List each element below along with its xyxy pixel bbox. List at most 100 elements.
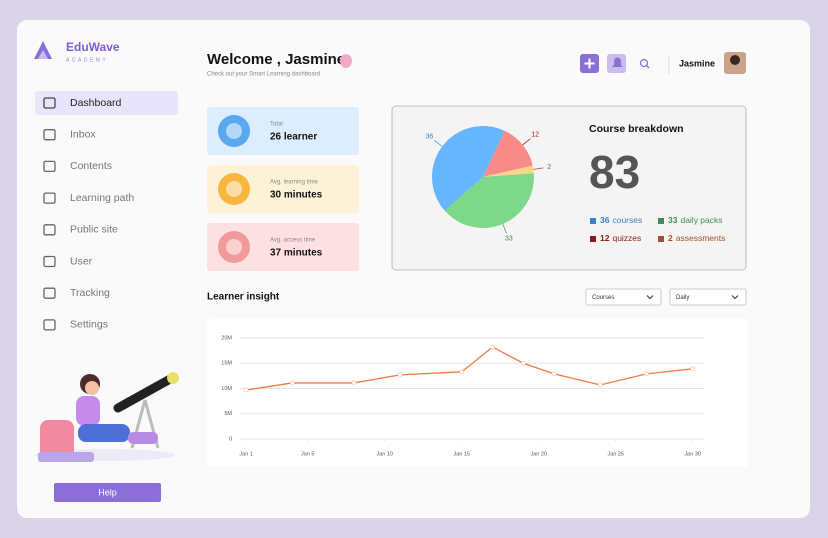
nav-item[interactable]: User xyxy=(70,255,93,267)
legend-swatch xyxy=(658,236,664,242)
x-tick-label: Jan 20 xyxy=(530,451,547,457)
stat-value: 30 minutes xyxy=(270,190,323,201)
insight-title: Learner insight xyxy=(207,292,280,303)
stat-card xyxy=(207,165,359,213)
nav: Dashboard Inbox Contents Learning path Publi… xyxy=(35,91,178,331)
illustration xyxy=(35,372,179,462)
breakdown-title: Course breakdown xyxy=(589,123,684,135)
nav-icon xyxy=(43,287,56,299)
nav-icon xyxy=(43,129,56,141)
nav-item[interactable]: Public site xyxy=(70,224,118,236)
stats: Total 26 learner Avg. learning time 30 minu… xyxy=(207,107,359,271)
stat-icon xyxy=(226,239,242,255)
nav-icon xyxy=(43,192,56,204)
brand-name: EduWave xyxy=(66,40,120,54)
chevron xyxy=(731,295,739,300)
slice-label: 2 xyxy=(547,164,551,171)
x-tick-label: Jan 15 xyxy=(453,451,470,457)
data-point xyxy=(289,380,295,386)
avatar-face xyxy=(730,55,740,65)
stat-card xyxy=(207,107,359,155)
logo-inner xyxy=(38,50,48,59)
nav-item[interactable]: Learning path xyxy=(70,192,134,204)
legend-swatch xyxy=(658,218,664,224)
slice-label: 12 xyxy=(531,132,539,139)
x-tick-label: Jan 5 xyxy=(301,451,314,457)
line-panel xyxy=(207,319,748,467)
stat-card xyxy=(207,223,359,271)
legend-swatch xyxy=(590,236,596,242)
legend-count: 36 xyxy=(600,215,610,225)
pie-slice xyxy=(432,126,505,211)
y-tick-label: 15M xyxy=(221,361,232,367)
legend-entry: 2 assessments xyxy=(668,233,725,243)
data-point xyxy=(644,371,649,377)
nav-item[interactable]: Tracking xyxy=(70,287,110,299)
nav-icon xyxy=(43,319,56,331)
legend-swatch xyxy=(590,218,596,224)
x-tick-label: Jan 1 xyxy=(239,451,252,457)
legend-entry: 33 daily packs xyxy=(668,215,723,225)
x-tick-label: Jan 25 xyxy=(607,451,624,457)
nav-item[interactable]: Dashboard xyxy=(70,97,122,109)
legend-count: 12 xyxy=(600,233,610,243)
legend-count: 33 xyxy=(668,215,678,225)
search-icon-handle xyxy=(646,65,650,69)
nav-icon xyxy=(43,97,56,109)
data-point xyxy=(397,372,403,378)
brand-tagline: ACADEMY xyxy=(66,57,108,63)
bell-icon xyxy=(612,57,623,67)
leader-line xyxy=(434,140,443,147)
stat-label: Avg. learning time xyxy=(270,180,319,186)
pie-slice xyxy=(444,173,534,229)
stat-icon xyxy=(226,181,242,197)
y-tick-label: 0 xyxy=(229,436,232,442)
chevron xyxy=(646,295,654,300)
nav-item[interactable]: Contents xyxy=(70,160,112,172)
stat-icon xyxy=(226,123,242,139)
y-tick-label: 5M xyxy=(224,411,232,417)
y-tick-label: 20M xyxy=(221,335,232,341)
slice-label: 36 xyxy=(426,134,434,141)
legend-label: daily packs xyxy=(680,215,722,225)
search-icon[interactable] xyxy=(639,58,649,68)
nav-icon xyxy=(43,224,56,236)
legend-label: courses xyxy=(612,215,642,225)
filter-label[interactable]: Courses xyxy=(592,295,614,301)
legend-label: assessments xyxy=(676,233,726,243)
leader-line xyxy=(502,223,507,234)
data-point xyxy=(351,380,357,386)
help-button[interactable] xyxy=(54,483,161,502)
y-tick-label: 10M xyxy=(221,386,232,392)
stat-value: 37 minutes xyxy=(270,248,323,259)
data-point xyxy=(597,382,603,388)
line-chart: 0 5M 10M 15M 20M Jan 1 Jan 5 Jan 10 Jan 15 Jan 20… xyxy=(221,335,705,457)
nav-item[interactable]: Settings xyxy=(70,319,108,331)
leader-line xyxy=(533,167,544,170)
nav-icon xyxy=(43,160,56,173)
stat-value: 26 learner xyxy=(270,132,317,143)
legend-count: 2 xyxy=(668,233,673,243)
filter-dropdown[interactable] xyxy=(585,288,662,306)
filter-label[interactable]: Daily xyxy=(676,295,689,301)
x-tick-label: Jan 10 xyxy=(376,451,393,457)
user-name[interactable]: Jasmine xyxy=(679,58,715,68)
stat-label: Total xyxy=(270,122,283,128)
help-label[interactable]: Help xyxy=(98,487,117,497)
nav-icon xyxy=(43,255,56,268)
legend-entry: 12 quizzes xyxy=(600,233,641,243)
data-point xyxy=(690,366,696,372)
slice-label: 33 xyxy=(505,236,513,243)
filter-dropdown[interactable] xyxy=(669,288,747,306)
welcome-title: Welcome , Jasmine xyxy=(207,51,345,68)
nav-item[interactable]: Inbox xyxy=(70,128,96,140)
data-point xyxy=(243,387,249,393)
leader-line xyxy=(522,138,531,146)
breakdown-total: 83 xyxy=(589,146,640,198)
wave-icon xyxy=(340,54,352,68)
add-icon xyxy=(584,58,595,69)
data-point xyxy=(490,344,495,350)
